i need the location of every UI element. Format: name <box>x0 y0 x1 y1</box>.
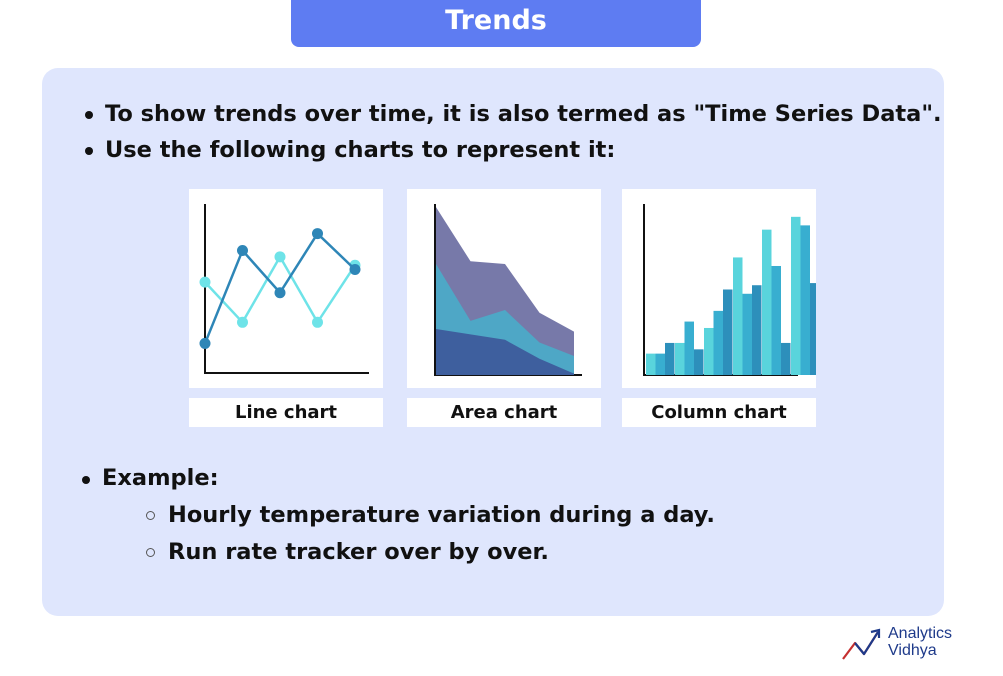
area-layer-2 <box>436 328 574 375</box>
line-point <box>199 276 211 288</box>
column-bar <box>684 321 694 375</box>
column-bar <box>791 216 801 375</box>
column-bar <box>762 229 772 375</box>
column-bar <box>742 293 752 375</box>
column-bar <box>713 310 723 375</box>
column-bar <box>800 225 810 375</box>
example-list: Hourly temperature variation during a da… <box>102 497 715 571</box>
column-chart-thumbnail <box>643 204 816 376</box>
line-point <box>237 316 248 328</box>
logo-line-1: Analytics <box>888 625 953 642</box>
bullet-item: To show trends over time, it is also ter… <box>82 96 942 132</box>
column-bar <box>704 327 714 375</box>
example-item: Run rate tracker over by over. <box>146 534 715 571</box>
page-title: Trends <box>445 5 547 36</box>
title-banner: Trends <box>291 0 701 47</box>
column-bar <box>810 283 816 375</box>
column-bar <box>694 349 704 375</box>
column-bar <box>646 353 656 375</box>
area-chart-thumbnail <box>434 204 582 376</box>
example-item: Hourly temperature variation during a da… <box>146 497 715 534</box>
column-bar <box>733 257 743 375</box>
column-chart-card <box>622 189 816 388</box>
column-bar <box>675 342 685 375</box>
column-bar <box>655 353 665 375</box>
column-chart-label: Column chart <box>622 398 816 427</box>
column-bar <box>771 265 781 375</box>
bullet-item: Use the following charts to represent it… <box>82 132 942 168</box>
logo-text: Analytics Vidhya <box>888 625 952 659</box>
trend-arrow-icon <box>842 628 881 660</box>
line-point <box>237 244 248 256</box>
logo-line-2: Vidhya <box>888 642 937 659</box>
area-chart-card <box>407 189 601 388</box>
line-chart-label: Line chart <box>189 398 383 427</box>
column-chart-caption: Column chart <box>651 402 787 423</box>
intro-bullets: To show trends over time, it is also ter… <box>82 96 942 168</box>
line-chart-card <box>189 189 383 388</box>
line-point <box>312 316 323 328</box>
line-point <box>274 251 286 263</box>
example-section: Example: Hourly temperature variation du… <box>79 460 715 571</box>
line-point <box>274 287 286 299</box>
example-heading-text: Example: <box>102 465 219 491</box>
line-chart-caption: Line chart <box>234 402 338 423</box>
line-chart-thumbnail <box>199 204 369 374</box>
column-bar <box>781 342 791 375</box>
analytics-vidhya-logo: Analytics Vidhya <box>840 624 980 664</box>
line-point <box>349 263 361 275</box>
example-heading: Example: Hourly temperature variation du… <box>79 460 715 571</box>
area-chart-caption: Area chart <box>450 402 558 423</box>
line-point <box>199 337 211 349</box>
area-chart-label: Area chart <box>407 398 601 427</box>
column-bar <box>752 285 762 375</box>
column-bar <box>665 342 675 375</box>
column-bar <box>723 289 733 375</box>
line-point <box>312 228 323 240</box>
